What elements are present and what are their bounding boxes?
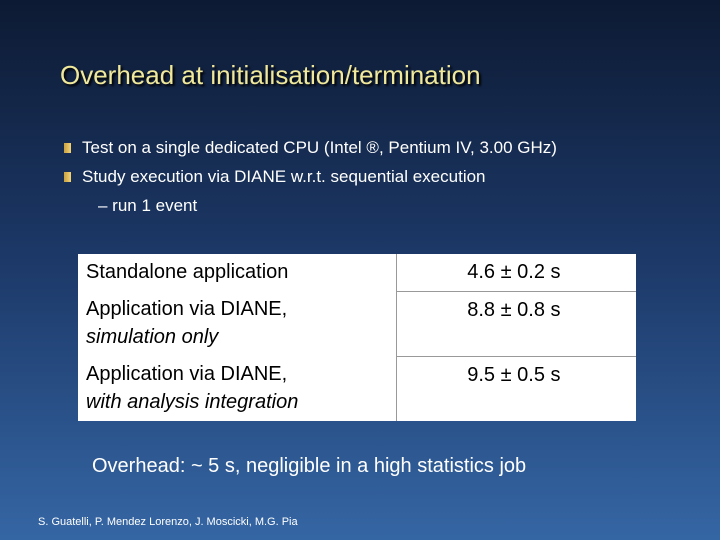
row-label: Application via DIANE, with analysis inte…: [78, 356, 397, 421]
label-detail: with analysis integration: [86, 391, 299, 413]
label: Standalone application: [86, 261, 289, 283]
sub-bullet: – run 1 event: [98, 196, 198, 215]
row-value: 4.6 ± 0.2 s: [396, 254, 636, 291]
table-row: Application via DIANE, simulation only 8.…: [78, 290, 636, 356]
results-table: Standalone application 4.6 ± 0.2 s Appli…: [78, 254, 636, 421]
bullet: Study execution via DIANE w.r.t. sequent…: [64, 167, 486, 186]
summary: Overhead: ~ 5 s, negligible in a high st…: [92, 455, 527, 477]
table-row: Standalone application 4.6 ± 0.2 s: [78, 254, 636, 291]
footer: S. Guatelli, P. Mendez Lorenzo, J. Mosci…: [38, 516, 298, 528]
table-row: Application via DIANE, with analysis inte…: [78, 355, 636, 421]
label-detail: simulation only: [86, 326, 219, 348]
row-label: Application via DIANE, simulation only: [78, 291, 397, 356]
slide-title: Overhead at initialisation/termination: [60, 60, 481, 90]
label: Application via DIANE,: [86, 298, 288, 320]
row-value: 8.8 ± 0.8 s: [396, 290, 636, 356]
row-label: Standalone application: [78, 254, 397, 291]
row-value: 9.5 ± 0.5 s: [396, 355, 636, 421]
label: Application via DIANE,: [86, 363, 288, 385]
bullet: Test on a single dedicated CPU (Intel ®,…: [64, 138, 557, 157]
